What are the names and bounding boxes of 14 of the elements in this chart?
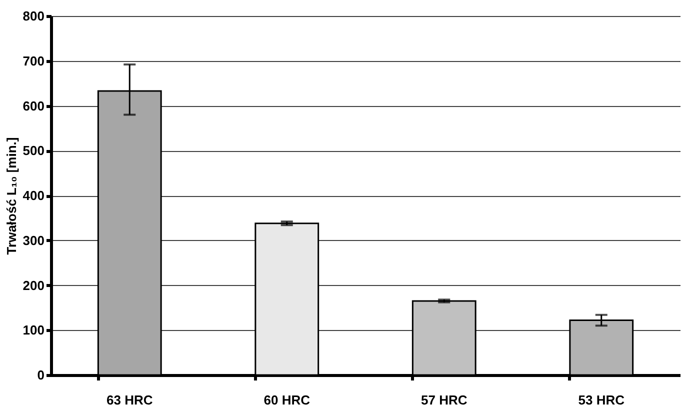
y-tick-label: 100: [22, 322, 44, 338]
y-tick-label: 400: [22, 188, 44, 203]
x-tick-label: 57 HRC: [421, 392, 468, 408]
y-tick-label: 0: [37, 368, 44, 382]
y-tick-label: 700: [22, 53, 44, 68]
x-tick-label: 63 HRC: [106, 392, 154, 408]
y-tick-label: 500: [22, 143, 44, 158]
y-tick-label: 200: [22, 278, 44, 293]
y-axis-title: Trwałość L₁₀ [min.]: [4, 137, 19, 255]
y-tick-label: 300: [22, 232, 44, 248]
y-tick-label: 800: [22, 8, 44, 24]
x-tick-label: 60 HRC: [264, 392, 311, 408]
x-tick-label: 53 HRC: [578, 392, 626, 408]
y-tick-label: 600: [22, 98, 44, 114]
